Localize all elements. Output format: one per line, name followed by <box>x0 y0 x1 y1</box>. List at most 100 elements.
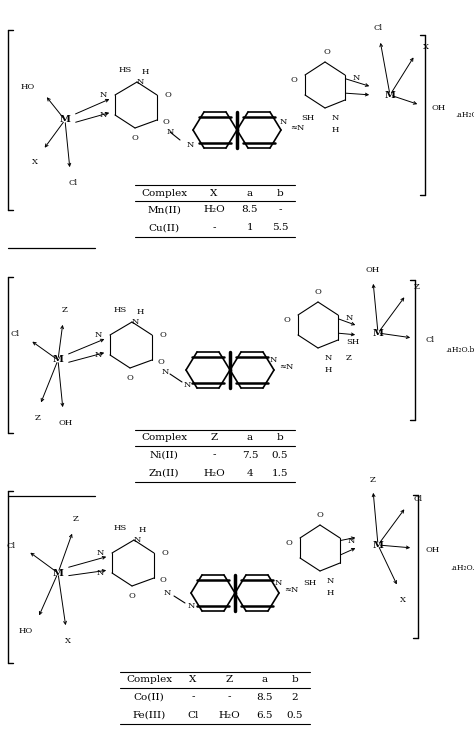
Text: M: M <box>384 90 395 99</box>
Text: O: O <box>158 358 165 366</box>
Text: Complex: Complex <box>141 433 187 442</box>
Text: 7.5: 7.5 <box>242 450 258 459</box>
Text: X: X <box>65 637 71 645</box>
Text: OH: OH <box>432 104 446 112</box>
Text: N: N <box>95 351 102 359</box>
Text: 0.5: 0.5 <box>287 711 303 720</box>
Text: -: - <box>227 693 231 702</box>
Text: Z: Z <box>414 283 420 291</box>
Text: OH: OH <box>366 266 380 274</box>
Text: N: N <box>279 118 287 126</box>
Text: O: O <box>160 331 167 339</box>
Text: Cl: Cl <box>426 336 435 344</box>
Text: N: N <box>100 111 107 119</box>
Text: O: O <box>285 539 292 547</box>
Text: 0.5: 0.5 <box>272 450 288 459</box>
Text: Cl: Cl <box>414 495 423 503</box>
Text: O: O <box>283 316 290 324</box>
Text: O: O <box>163 118 170 126</box>
Text: Cu(II): Cu(II) <box>148 223 180 232</box>
Text: M: M <box>373 541 383 550</box>
Text: a: a <box>247 433 253 442</box>
Text: b: b <box>292 675 298 684</box>
Text: N: N <box>95 331 102 339</box>
Text: Cl: Cl <box>7 542 16 550</box>
Text: H: H <box>326 589 334 597</box>
Text: b: b <box>277 189 283 198</box>
Text: N: N <box>324 354 332 362</box>
Text: -: - <box>191 693 195 702</box>
Text: N: N <box>133 536 141 544</box>
Text: 1.5: 1.5 <box>272 468 288 478</box>
Text: N: N <box>131 318 139 326</box>
Text: Z: Z <box>210 433 218 442</box>
Text: M: M <box>60 116 71 125</box>
Text: HO: HO <box>19 627 33 635</box>
Text: ≈N: ≈N <box>290 124 304 132</box>
Text: 1: 1 <box>246 223 253 232</box>
Text: N: N <box>346 314 354 322</box>
Text: Z: Z <box>370 476 376 484</box>
Text: N: N <box>166 128 173 136</box>
Text: SH: SH <box>303 579 317 587</box>
Text: Z: Z <box>62 306 68 314</box>
Text: 4: 4 <box>246 468 253 478</box>
Text: N: N <box>274 579 282 587</box>
Text: O: O <box>128 592 136 600</box>
Text: X: X <box>423 43 429 51</box>
Text: Cl: Cl <box>11 330 20 338</box>
Text: Ni(II): Ni(II) <box>150 450 178 459</box>
Text: N: N <box>186 141 194 149</box>
Text: Zn(II): Zn(II) <box>149 468 179 478</box>
Text: O: O <box>160 576 167 584</box>
Text: O: O <box>290 76 297 84</box>
Text: SH: SH <box>302 114 315 122</box>
Text: X: X <box>32 158 38 166</box>
Text: Complex: Complex <box>126 675 172 684</box>
Text: N: N <box>137 78 144 86</box>
Text: X: X <box>210 189 218 198</box>
Text: a: a <box>262 675 268 684</box>
Text: Fe(III): Fe(III) <box>132 711 165 720</box>
Text: N: N <box>348 537 356 545</box>
Text: O: O <box>132 134 138 142</box>
Text: N: N <box>100 91 107 99</box>
Text: -: - <box>212 223 216 232</box>
Text: N: N <box>97 549 104 557</box>
Text: O: O <box>324 48 330 56</box>
Text: M: M <box>373 329 383 338</box>
Text: ≈N: ≈N <box>284 586 298 594</box>
Text: b: b <box>277 433 283 442</box>
Text: H: H <box>324 366 332 374</box>
Text: Z: Z <box>225 675 233 684</box>
Text: H: H <box>331 126 339 134</box>
Text: 6.5: 6.5 <box>257 711 273 720</box>
Text: H₂O: H₂O <box>218 711 240 720</box>
Text: -: - <box>278 205 282 214</box>
Text: N: N <box>326 577 334 585</box>
Text: SH: SH <box>346 338 359 346</box>
Text: N: N <box>187 602 195 610</box>
Text: N: N <box>97 569 104 577</box>
Text: Z: Z <box>346 354 352 362</box>
Text: M: M <box>53 569 64 578</box>
Text: HS: HS <box>113 524 127 532</box>
Text: OH: OH <box>59 419 73 427</box>
Text: Co(II): Co(II) <box>134 693 164 702</box>
Text: H: H <box>137 308 144 316</box>
Text: O: O <box>162 549 169 557</box>
Text: H₂O: H₂O <box>203 205 225 214</box>
Text: HS: HS <box>113 306 127 314</box>
Text: N: N <box>269 356 277 364</box>
Text: H₂O: H₂O <box>203 468 225 478</box>
Text: HO: HO <box>21 83 35 91</box>
Text: HS: HS <box>118 66 132 74</box>
Text: Cl: Cl <box>187 711 199 720</box>
Text: N: N <box>161 368 169 376</box>
Text: .aH₂O.bEtOH: .aH₂O.bEtOH <box>455 111 474 119</box>
Text: Cl: Cl <box>68 179 78 187</box>
Text: Mn(II): Mn(II) <box>147 205 181 214</box>
Text: M: M <box>53 356 64 365</box>
Text: H: H <box>141 68 149 76</box>
Text: 2: 2 <box>292 693 298 702</box>
